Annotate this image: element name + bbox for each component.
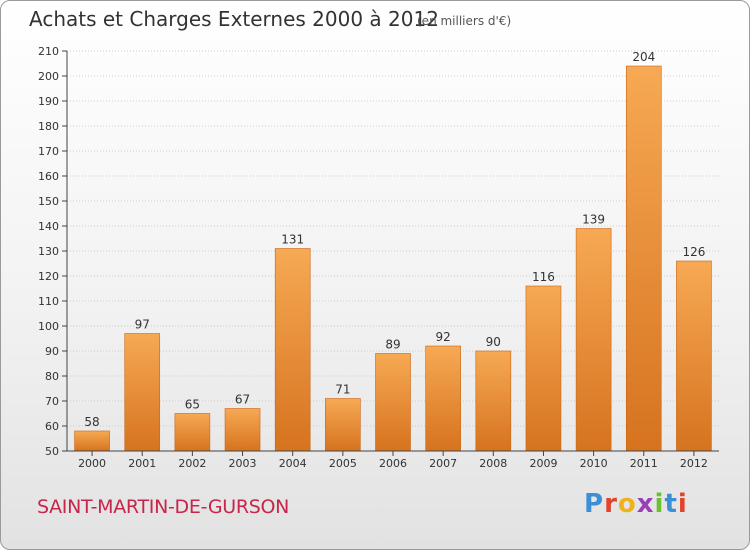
y-tick-label: 180	[38, 120, 59, 133]
x-tick-label: 2003	[229, 457, 257, 470]
y-tick-label: 130	[38, 245, 59, 258]
logo-letter: t	[664, 489, 678, 519]
bar-2005	[325, 398, 361, 452]
x-tick-label: 2008	[479, 457, 507, 470]
x-tick-label: 2012	[680, 457, 708, 470]
bar-2012	[676, 260, 712, 452]
y-tick-label: 120	[38, 270, 59, 283]
y-tick-label: 60	[45, 420, 59, 433]
bar-2004	[274, 248, 311, 452]
data-label-2000: 58	[84, 415, 99, 429]
x-tick-label: 2000	[78, 457, 106, 470]
x-tick-label: 2006	[379, 457, 407, 470]
axes: 50 60 70 80 90 100 110 120 130 140 150 160 170 180 190…	[38, 45, 719, 470]
bars	[74, 65, 712, 452]
data-label-2001: 97	[135, 318, 150, 332]
bar-2006	[375, 353, 411, 452]
bar-2001	[124, 333, 161, 452]
data-label-2009: 116	[532, 270, 555, 284]
bar-2007	[425, 345, 461, 452]
commune-name: SAINT-MARTIN-DE-GURSON	[37, 496, 290, 518]
data-label-2006: 89	[385, 338, 400, 352]
data-label-2004: 131	[281, 233, 304, 247]
logo-letter: P	[584, 489, 605, 519]
bar-2010	[575, 228, 612, 452]
proxiti-logo: Proxiti	[584, 489, 688, 519]
y-tick-label: 90	[45, 345, 59, 358]
data-label-2003: 67	[235, 393, 250, 407]
data-label-2008: 90	[486, 335, 501, 349]
data-labels: 58 97 65 67 131 71 89 92 90 116 139 204 126	[84, 50, 705, 429]
bar-2009	[525, 285, 562, 452]
y-tick-label: 160	[38, 170, 59, 183]
logo-letter: i	[654, 489, 665, 519]
y-tick-label: 170	[38, 145, 59, 158]
data-label-2002: 65	[185, 398, 200, 412]
y-tick-label: 140	[38, 220, 59, 233]
data-label-2012: 126	[682, 245, 705, 259]
chart-unit-note: (en milliers d'€)	[417, 14, 512, 28]
data-label-2005: 71	[335, 383, 350, 397]
logo-letter: o	[617, 489, 637, 519]
bar-2011	[625, 65, 662, 452]
y-tick-label: 210	[38, 45, 59, 58]
bar-2002	[174, 413, 211, 452]
y-tick-label: 150	[38, 195, 59, 208]
y-tick-label: 110	[38, 295, 59, 308]
x-tick-label: 2007	[429, 457, 457, 470]
y-tick-label: 190	[38, 95, 59, 108]
y-tick-label: 80	[45, 370, 59, 383]
bar-2003	[224, 408, 261, 452]
y-tick-label: 200	[38, 70, 59, 83]
x-tick-label: 2011	[630, 457, 658, 470]
logo-letter: i	[677, 489, 688, 519]
chart-title: Achats et Charges Externes 2000 à 2012	[29, 7, 439, 31]
data-label-2007: 92	[436, 330, 451, 344]
y-tick-label: 70	[45, 395, 59, 408]
x-tick-label: 2004	[279, 457, 307, 470]
x-tick-label: 2009	[529, 457, 557, 470]
y-tick-label: 50	[45, 445, 59, 458]
bar-2008	[475, 350, 512, 452]
data-label-2011: 204	[632, 50, 655, 64]
y-tick-label: 100	[38, 320, 59, 333]
bar-2000	[74, 430, 110, 452]
logo-letter: r	[604, 489, 618, 519]
x-tick-label: 2002	[178, 457, 206, 470]
x-tick-label: 2001	[128, 457, 156, 470]
logo-letter: x	[636, 489, 655, 519]
x-tick-label: 2005	[329, 457, 357, 470]
x-tick-label: 2010	[580, 457, 608, 470]
data-label-2010: 139	[582, 213, 605, 227]
